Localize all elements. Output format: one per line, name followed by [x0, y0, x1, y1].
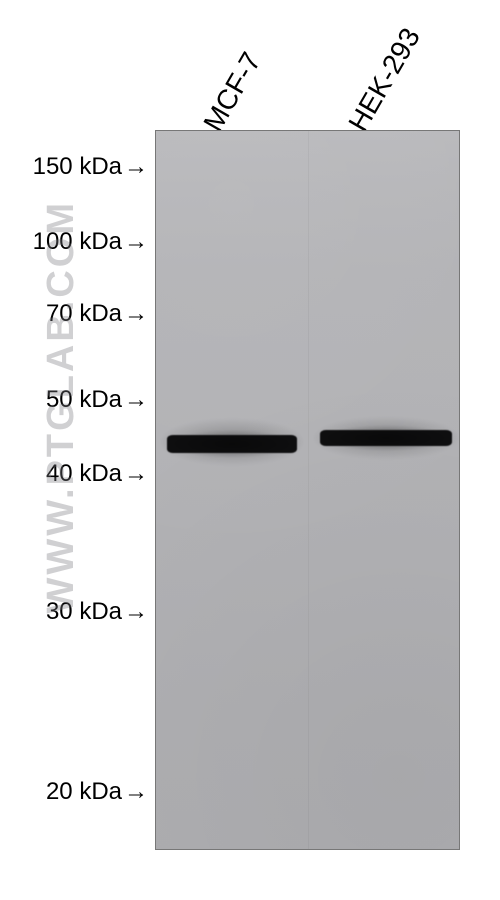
mw-text: 150 kDa	[33, 153, 122, 180]
mw-marker-100: 100 kDa→	[8, 228, 148, 256]
lane-label-text: HEK-293	[342, 23, 426, 137]
lane-separator	[308, 131, 309, 849]
mw-marker-30: 30 kDa→	[8, 598, 148, 626]
arrow-icon: →	[124, 598, 148, 626]
arrow-icon: →	[124, 778, 148, 806]
mw-text: 20 kDa	[46, 778, 122, 805]
arrow-icon: →	[124, 460, 148, 488]
band-lane2	[320, 430, 452, 446]
mw-text: 30 kDa	[46, 598, 122, 625]
arrow-icon: →	[124, 228, 148, 256]
arrow-icon: →	[124, 386, 148, 414]
mw-marker-150: 150 kDa→	[8, 153, 148, 181]
western-blot-figure: MCF-7 HEK-293 150 kDa→ 100 kDa→ 70 kDa→ …	[0, 0, 500, 900]
arrow-icon: →	[124, 300, 148, 328]
lane-label-1: MCF-7	[197, 47, 267, 137]
mw-text: 50 kDa	[46, 386, 122, 413]
mw-text: 70 kDa	[46, 300, 122, 327]
mw-text: 40 kDa	[46, 460, 122, 487]
lane-label-text: MCF-7	[197, 47, 267, 137]
mw-marker-70: 70 kDa→	[8, 300, 148, 328]
mw-marker-20: 20 kDa→	[8, 778, 148, 806]
band-lane1	[167, 435, 297, 453]
lane-label-2: HEK-293	[342, 23, 427, 137]
mw-marker-40: 40 kDa→	[8, 460, 148, 488]
mw-marker-50: 50 kDa→	[8, 386, 148, 414]
arrow-icon: →	[124, 153, 148, 181]
blot-membrane	[155, 130, 460, 850]
mw-text: 100 kDa	[33, 228, 122, 255]
